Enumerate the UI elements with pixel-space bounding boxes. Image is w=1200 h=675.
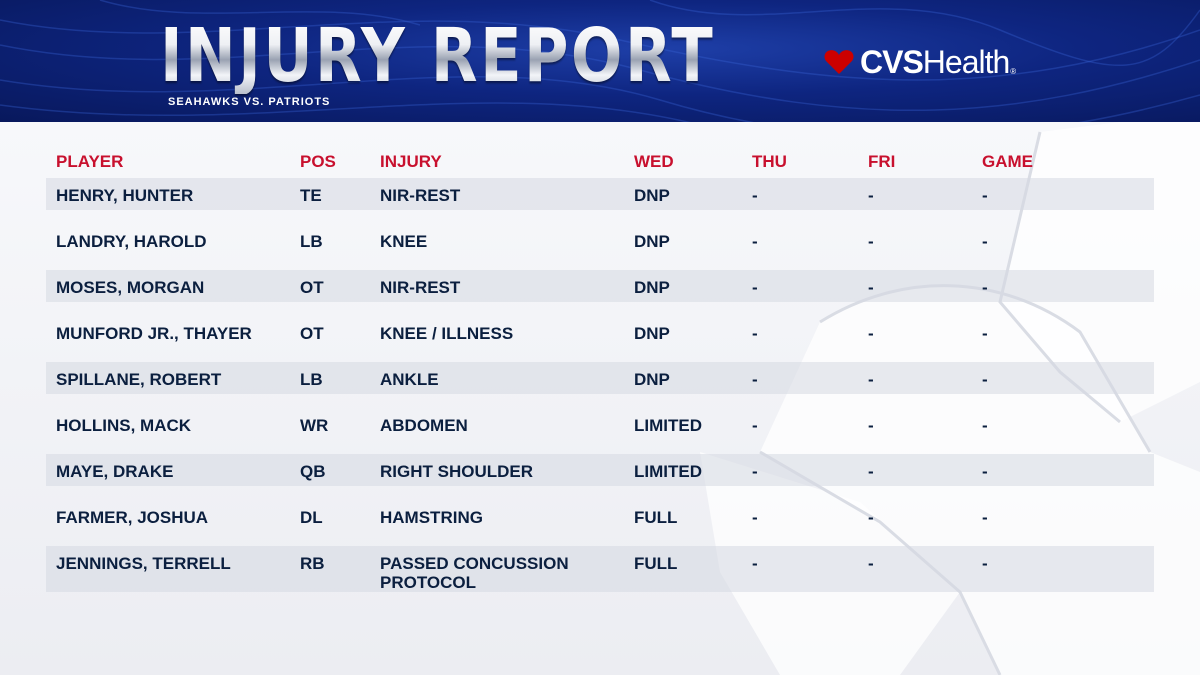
table-row: LANDRY, HAROLD LB KNEE DNP - - -: [46, 224, 1154, 256]
header-swirl-pattern: [0, 0, 1200, 122]
injury-description: NIR-REST: [380, 278, 461, 297]
wed-status: LIMITED: [634, 416, 702, 435]
wed-status: DNP: [634, 324, 670, 343]
injury-description: ANKLE: [380, 370, 439, 389]
player-position: DL: [300, 508, 323, 527]
player-name: JENNINGS, TERRELL: [56, 554, 231, 573]
game-status: -: [982, 462, 988, 481]
player-position: TE: [300, 186, 322, 205]
column-header-fri: FRI: [868, 152, 896, 171]
player-name: HOLLINS, MACK: [56, 416, 192, 435]
player-name: MAYE, DRAKE: [56, 462, 174, 481]
table-row: MOSES, MORGAN OT NIR-REST DNP - - -: [46, 270, 1154, 302]
player-name: HENRY, HUNTER: [56, 186, 194, 205]
player-name: MOSES, MORGAN: [56, 278, 205, 297]
player-position: LB: [300, 232, 323, 251]
wed-status: DNP: [634, 232, 670, 251]
thu-status: -: [752, 278, 758, 297]
fri-status: -: [868, 416, 874, 435]
fri-status: -: [868, 324, 874, 343]
wed-status: LIMITED: [634, 462, 702, 481]
game-status: -: [982, 416, 988, 435]
table-row: MAYE, DRAKE QB RIGHT SHOULDER LIMITED - …: [46, 454, 1154, 486]
header-banner: INJURY REPORT SEAHAWKS VS. PATRIOTS CVS …: [0, 0, 1200, 122]
player-name: FARMER, JOSHUA: [56, 508, 209, 527]
player-position: LB: [300, 370, 323, 389]
injury-description: HAMSTRING: [380, 508, 483, 527]
fri-status: -: [868, 462, 874, 481]
injury-description: PASSED CONCUSSION PROTOCOL: [380, 554, 569, 592]
game-status: -: [982, 232, 988, 251]
injury-description: KNEE: [380, 232, 428, 251]
player-position: WR: [300, 416, 329, 435]
table-row: MUNFORD JR., THAYER OT KNEE / ILLNESS DN…: [46, 316, 1154, 348]
column-header-player: PLAYER: [56, 152, 124, 171]
game-status: -: [982, 278, 988, 297]
game-status: -: [982, 370, 988, 389]
game-status: -: [982, 554, 988, 573]
table-row: HOLLINS, MACK WR ABDOMEN LIMITED - - -: [46, 408, 1154, 440]
injury-table: PLAYER POS INJURY WED THU FRI GAME HENRY…: [46, 146, 1154, 592]
game-status: -: [982, 508, 988, 527]
wed-status: DNP: [634, 186, 670, 205]
matchup-subtitle: SEAHAWKS VS. PATRIOTS: [168, 96, 331, 108]
player-name: LANDRY, HAROLD: [56, 232, 207, 251]
thu-status: -: [752, 554, 758, 573]
sponsor-brand-light: Health: [922, 43, 1010, 80]
fri-status: -: [868, 232, 874, 251]
column-header-game: GAME: [982, 152, 1033, 171]
wed-status: FULL: [634, 554, 678, 573]
table-row: JENNINGS, TERRELL RB PASSED CONCUSSION P…: [46, 546, 1154, 592]
wed-status: DNP: [634, 278, 670, 297]
column-header-pos: POS: [300, 152, 336, 171]
registered-mark: ®: [1010, 67, 1017, 76]
column-header-thu: THU: [752, 152, 787, 171]
sponsor-brand-bold: CVS: [860, 43, 924, 80]
fri-status: -: [868, 186, 874, 205]
thu-status: -: [752, 416, 758, 435]
column-header-wed: WED: [634, 152, 674, 171]
game-status: -: [982, 324, 988, 343]
table-row: HENRY, HUNTER TE NIR-REST DNP - - -: [46, 178, 1154, 210]
thu-status: -: [752, 508, 758, 527]
fri-status: -: [868, 278, 874, 297]
player-position: OT: [300, 324, 324, 343]
heart-icon: [824, 50, 854, 74]
table-row: FARMER, JOSHUA DL HAMSTRING FULL - - -: [46, 500, 1154, 532]
wed-status: DNP: [634, 370, 670, 389]
injury-description: NIR-REST: [380, 186, 461, 205]
game-status: -: [982, 186, 988, 205]
player-name: SPILLANE, ROBERT: [56, 370, 222, 389]
fri-status: -: [868, 554, 874, 573]
fri-status: -: [868, 508, 874, 527]
thu-status: -: [752, 370, 758, 389]
column-header-injury: INJURY: [380, 152, 442, 171]
page-title: INJURY REPORT: [160, 13, 716, 99]
thu-status: -: [752, 324, 758, 343]
injury-description: RIGHT SHOULDER: [380, 462, 533, 481]
injury-description: ABDOMEN: [380, 416, 468, 435]
player-position: OT: [300, 278, 324, 297]
table-header: PLAYER POS INJURY WED THU FRI GAME: [46, 146, 1154, 178]
table-row: SPILLANE, ROBERT LB ANKLE DNP - - -: [46, 362, 1154, 394]
player-name: MUNFORD JR., THAYER: [56, 324, 252, 343]
thu-status: -: [752, 462, 758, 481]
fri-status: -: [868, 370, 874, 389]
sponsor-logo: CVS Health ®: [824, 42, 1016, 82]
wed-status: FULL: [634, 508, 678, 527]
thu-status: -: [752, 232, 758, 251]
injury-description: KNEE / ILLNESS: [380, 324, 514, 343]
player-position: RB: [300, 554, 325, 573]
thu-status: -: [752, 186, 758, 205]
player-position: QB: [300, 462, 326, 481]
